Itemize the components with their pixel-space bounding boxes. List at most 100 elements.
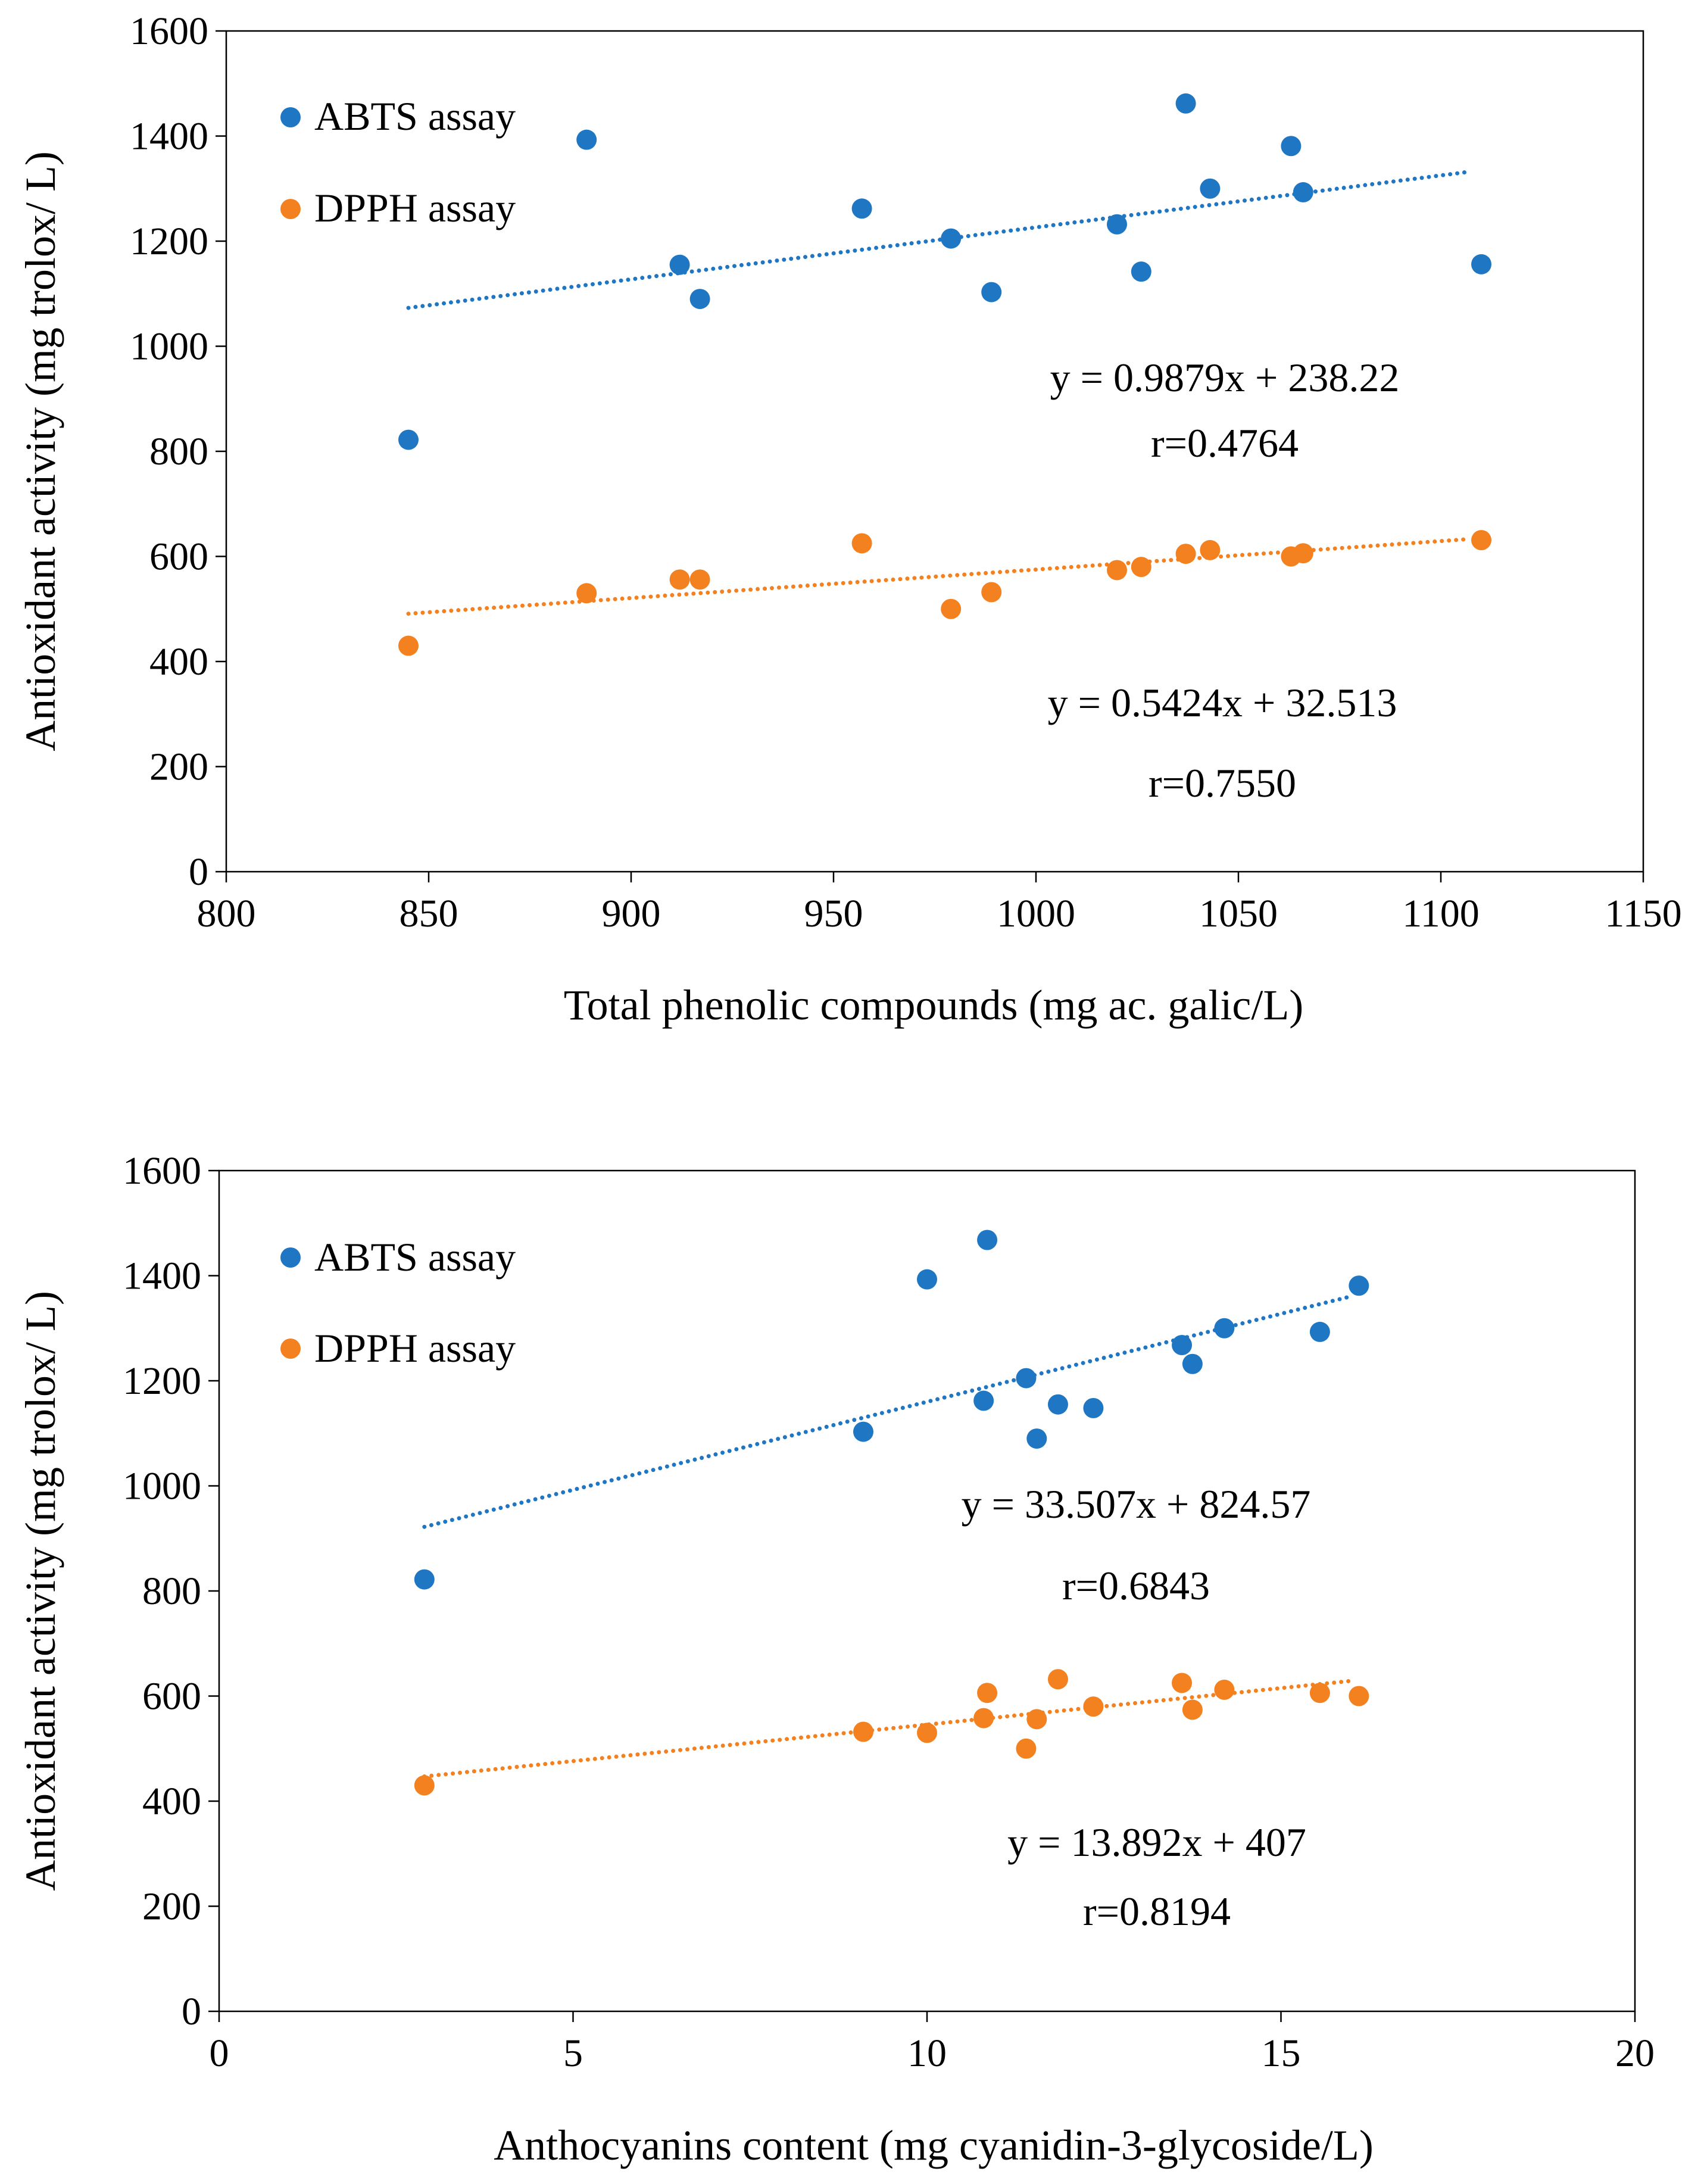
abts-point [1107, 214, 1127, 235]
abts-point [1172, 1334, 1193, 1355]
x-tick-label: 850 [400, 892, 458, 935]
legend-abts-label: ABTS assay [314, 93, 516, 139]
abts-equation: y = 0.9879x + 238.22 [1050, 355, 1400, 400]
dpph-point [973, 1708, 994, 1729]
abts-r-value: r=0.6843 [1062, 1563, 1210, 1608]
abts-point [669, 254, 690, 275]
axis-ticks: 0 200 400 600 800 1000 1200 1400 1600 0 5 10 15 20 [123, 1149, 1655, 2075]
abts-point [917, 1269, 937, 1290]
abts-point [851, 198, 872, 219]
legend: ABTS assay DPPH assay [280, 93, 516, 230]
dpph-point [1016, 1738, 1037, 1759]
x-tick-label: 1000 [997, 892, 1075, 935]
x-tick-label: 15 [1262, 2032, 1301, 2075]
abts-point [1182, 1353, 1203, 1374]
abts-point [1083, 1397, 1104, 1418]
dpph-point [1471, 530, 1491, 551]
abts-point [414, 1569, 435, 1590]
y-tick-label: 1200 [130, 220, 208, 263]
y-tick-label: 200 [142, 1885, 201, 1929]
abts-point [981, 282, 1002, 302]
x-tick-label: 1100 [1402, 892, 1480, 935]
dpph-point [1349, 1686, 1369, 1706]
abts-r-value: r=0.4764 [1151, 420, 1299, 466]
y-tick-label: 200 [149, 745, 208, 789]
dpph-point [1131, 557, 1151, 578]
x-tick-label: 900 [602, 892, 661, 935]
y-tick-label: 600 [149, 535, 208, 579]
abts-point [576, 129, 597, 150]
y-tick-label: 0 [189, 850, 208, 894]
abts-point [853, 1421, 873, 1442]
y-tick-label: 400 [142, 1780, 201, 1823]
dpph-equation: y = 0.5424x + 32.513 [1048, 680, 1397, 725]
abts-trendline [406, 170, 1472, 310]
dpph-point [1214, 1679, 1235, 1700]
abts-equation: y = 33.507x + 824.57 [962, 1481, 1311, 1527]
x-tick-label: 0 [210, 2032, 229, 2075]
abts-point [1016, 1368, 1037, 1389]
data-points [414, 1230, 1369, 1796]
x-tick-label: 1150 [1605, 892, 1682, 935]
abts-point [1175, 93, 1196, 114]
dpph-point [1172, 1673, 1193, 1693]
dpph-point [941, 598, 962, 619]
abts-point [1281, 136, 1302, 157]
dpph-point [977, 1683, 998, 1703]
abts-point [973, 1390, 994, 1411]
dpph-equation: y = 13.892x + 407 [1007, 1820, 1306, 1865]
legend-dpph-marker [280, 1339, 301, 1359]
y-tick-label: 800 [149, 430, 208, 473]
abts-point [398, 429, 419, 450]
y-axis-title: Antioxidant activity (mg trolox/ L) [17, 1291, 64, 1891]
y-tick-label: 1400 [123, 1255, 201, 1298]
abts-point [1214, 1318, 1235, 1339]
dpph-point [917, 1723, 937, 1743]
abts-point [1293, 182, 1313, 202]
dpph-point [1293, 543, 1313, 564]
dpph-point [1026, 1709, 1047, 1730]
phenolic-chart: 0 200 400 600 800 1000 1200 1400 1600 800 850 900 95… [17, 10, 1682, 1029]
legend: ABTS assay DPPH assay [280, 1234, 516, 1371]
abts-point [689, 289, 710, 310]
x-tick-label: 1050 [1199, 892, 1278, 935]
dpph-point [1083, 1696, 1104, 1717]
dpph-point [1309, 1683, 1330, 1703]
abts-point [1471, 254, 1491, 274]
legend-dpph-label: DPPH assay [314, 1325, 516, 1371]
axis-ticks: 0 200 400 600 800 1000 1200 1400 1600 800 850 900 95… [130, 10, 1682, 935]
y-tick-label: 1400 [130, 115, 208, 158]
y-tick-label: 1000 [123, 1465, 201, 1508]
dpph-point [981, 582, 1002, 603]
y-tick-label: 1200 [123, 1359, 201, 1403]
dpph-point [851, 533, 872, 554]
x-axis-title: Total phenolic compounds (mg ac. galic/L… [564, 981, 1304, 1029]
dpph-point [576, 583, 597, 604]
trendlines [422, 1294, 1354, 1779]
abts-point [977, 1230, 998, 1250]
x-tick-label: 5 [563, 2032, 583, 2075]
abts-point [1026, 1428, 1047, 1449]
y-axis-title: Antioxidant activity (mg trolox/ L) [17, 151, 64, 751]
x-tick-label: 950 [804, 892, 863, 935]
dpph-r-value: r=0.7550 [1149, 760, 1296, 806]
abts-point [1131, 261, 1151, 282]
dpph-point [414, 1775, 435, 1796]
x-tick-label: 800 [197, 892, 256, 935]
x-tick-label: 20 [1615, 2032, 1655, 2075]
dpph-trendline [422, 1678, 1354, 1779]
dpph-r-value: r=0.8194 [1083, 1889, 1231, 1934]
dpph-point [689, 569, 710, 590]
dpph-point [669, 569, 690, 590]
legend-dpph-marker [280, 199, 301, 219]
abts-point [1047, 1394, 1068, 1415]
dpph-point [1107, 560, 1127, 581]
legend-abts-marker [280, 1247, 301, 1268]
abts-point [941, 228, 962, 249]
dpph-point [398, 635, 419, 656]
legend-abts-marker [280, 107, 301, 127]
y-tick-label: 600 [142, 1675, 201, 1718]
dpph-point [1175, 544, 1196, 564]
x-tick-label: 10 [907, 2032, 947, 2075]
